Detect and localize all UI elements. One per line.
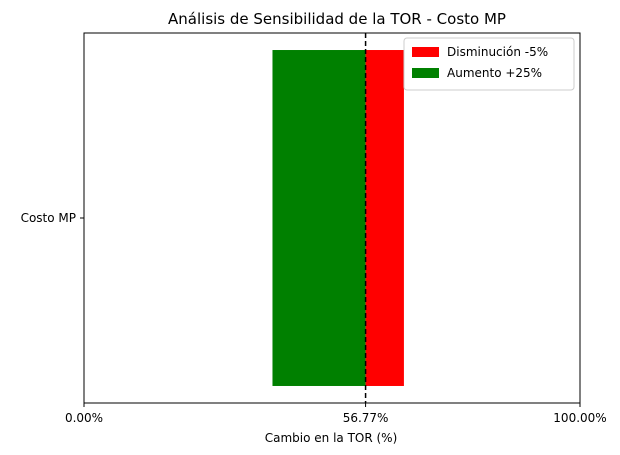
legend-swatch [412,68,439,78]
x-axis: 0.00% 56.77% 100.00% [65,403,607,425]
x-tick-label: 0.00% [65,411,103,425]
bars-group [272,50,404,386]
x-tick-label: 56.77% [343,411,389,425]
legend-label: Disminución -5% [447,45,548,59]
x-tick-label: 100.00% [553,411,606,425]
bar-aumento-25 [272,50,366,386]
legend-label: Aumento +25% [447,66,542,80]
x-axis-label: Cambio en la TOR (%) [265,431,398,445]
legend-box [403,37,575,91]
legend-swatch [412,47,439,57]
y-tick-label: Costo MP [21,211,76,225]
bar-disminuci-n-5 [365,50,404,386]
legend: Disminución -5% Aumento +25% [403,37,575,91]
chart-title: Análisis de Sensibilidad de la TOR - Cos… [168,10,506,28]
y-axis: Costo MP [21,211,84,225]
